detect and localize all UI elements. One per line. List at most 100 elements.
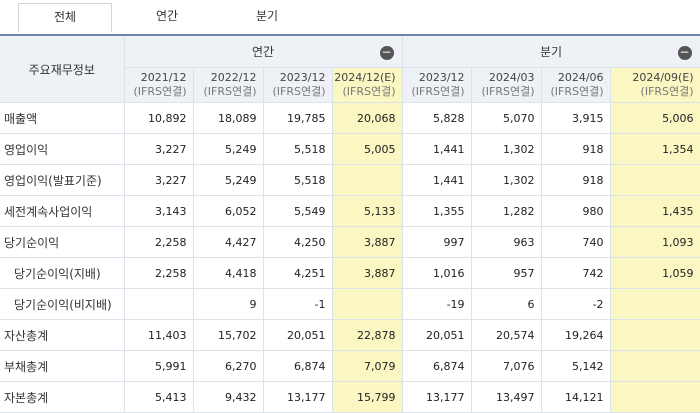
row-label[interactable]: 당기순이익(비지배) (0, 288, 125, 320)
table-cell: 5,413 (124, 381, 194, 413)
table-cell: 20,051 (402, 319, 472, 351)
table-cell: 1,441 (402, 133, 472, 165)
row-label[interactable]: 영업이익 (0, 133, 125, 165)
table-row: 당기순이익 2,258 4,427 4,250 3,887 997 963 740 1,093 (0, 226, 700, 258)
tab-quarterly[interactable]: 분기 (255, 9, 279, 23)
table-cell: -1 (263, 288, 333, 320)
table-cell: 918 (541, 133, 611, 165)
period-date: 2023/12 (279, 71, 326, 84)
table-cell (332, 164, 403, 196)
table-cell: 5,518 (263, 133, 333, 165)
period-standard: (IFRS연결) (550, 85, 604, 98)
table-cell: 5,005 (332, 133, 403, 165)
table-cell: 5,828 (402, 102, 472, 134)
table-cell: 1,093 (610, 226, 700, 258)
period-standard: (IFRS연결) (640, 85, 694, 98)
table-cell: 2,258 (124, 257, 194, 289)
table-cell: 3,887 (332, 257, 403, 289)
tab-underline (0, 34, 700, 36)
row-label[interactable]: 자본총계 (0, 381, 125, 413)
table-cell: 963 (471, 226, 542, 258)
table-cell: 1,302 (471, 133, 542, 165)
period-standard: (IFRS연결) (481, 85, 535, 98)
table-cell: 20,051 (263, 319, 333, 351)
table-cell: 15,799 (332, 381, 403, 413)
period-date: 2024/12(E) (334, 71, 396, 84)
table-cell: 7,076 (471, 350, 542, 382)
minus-circle-icon[interactable]: − (379, 45, 394, 60)
period-standard: (IFRS연결) (203, 85, 257, 98)
minus-circle-icon[interactable]: − (677, 45, 692, 60)
table-cell: 3,227 (124, 133, 194, 165)
table-row: 자본총계 5,413 9,432 13,177 15,799 13,177 13,497 14… (0, 381, 700, 413)
table-cell: 4,427 (193, 226, 264, 258)
period-date: 2022/12 (210, 71, 257, 84)
table-cell (332, 288, 403, 320)
table-cell: 4,250 (263, 226, 333, 258)
table-cell: 742 (541, 257, 611, 289)
tab-all[interactable]: 전체 (18, 3, 112, 32)
table-row: 자산총계 11,403 15,702 20,051 22,878 20,051 20,574… (0, 319, 700, 351)
table-row: 당기순이익(지배) 2,258 4,418 4,251 3,887 1,016 957 742… (0, 257, 700, 289)
table-cell: 13,177 (402, 381, 472, 413)
period-standard: (IFRS연결) (411, 85, 465, 98)
table-cell: 1,282 (471, 195, 542, 227)
period-date: 2023/12 (418, 71, 465, 84)
period-header: 2024/12(E) (IFRS연결) (332, 67, 403, 103)
tab-bar: 전체 연간 분기 (0, 0, 700, 36)
table-cell: 1,435 (610, 195, 700, 227)
table-cell: 5,142 (541, 350, 611, 382)
table-cell: 19,785 (263, 102, 333, 134)
period-standard: (IFRS연결) (342, 85, 396, 98)
row-label[interactable]: 당기순이익 (0, 226, 125, 258)
table-cell: 20,574 (471, 319, 542, 351)
table-cell: 20,068 (332, 102, 403, 134)
group-header-quarterly: 분기 − (402, 36, 700, 68)
table-cell (610, 164, 700, 196)
table-cell (610, 350, 700, 382)
table-cell: 5,249 (193, 164, 264, 196)
period-standard: (IFRS연결) (133, 85, 187, 98)
table-cell: 7,079 (332, 350, 403, 382)
table-cell: 1,302 (471, 164, 542, 196)
table-cell: 1,059 (610, 257, 700, 289)
table-cell: 5,991 (124, 350, 194, 382)
table-cell: 3,143 (124, 195, 194, 227)
period-header: 2024/09(E) (IFRS연결) (610, 67, 700, 103)
table-cell: 3,915 (541, 102, 611, 134)
table-cell: 5,249 (193, 133, 264, 165)
row-label[interactable]: 당기순이익(지배) (0, 257, 125, 289)
group-header-annual: 연간 − (124, 36, 403, 68)
table-cell: 918 (541, 164, 611, 196)
table-cell: 997 (402, 226, 472, 258)
table-row: 영업이익(발표기준) 3,227 5,249 5,518 1,441 1,302 918 (0, 164, 700, 196)
table-cell: 1,016 (402, 257, 472, 289)
table-cell: 13,177 (263, 381, 333, 413)
table-cell: 1,441 (402, 164, 472, 196)
table-cell: 5,133 (332, 195, 403, 227)
period-header: 2024/03 (IFRS연결) (471, 67, 542, 103)
table-cell: 4,251 (263, 257, 333, 289)
row-label[interactable]: 세전계속사업이익 (0, 195, 125, 227)
group-label: 분기 (540, 45, 563, 59)
row-label[interactable]: 부채총계 (0, 350, 125, 382)
period-header: 2024/06 (IFRS연결) (541, 67, 611, 103)
period-header: 2023/12 (IFRS연결) (263, 67, 333, 103)
row-label[interactable]: 영업이익(발표기준) (0, 164, 125, 196)
table-cell: 19,264 (541, 319, 611, 351)
table-row: 매출액 10,892 18,089 19,785 20,068 5,828 5,070 3,9… (0, 102, 700, 134)
table-cell: 6,874 (402, 350, 472, 382)
table-row: 당기순이익(비지배) 9 -1 -19 6 -2 (0, 288, 700, 320)
period-header: 2021/12 (IFRS연결) (124, 67, 194, 103)
row-label[interactable]: 매출액 (0, 102, 125, 134)
table-cell: 5,518 (263, 164, 333, 196)
table-cell: 6 (471, 288, 542, 320)
group-label: 연간 (251, 45, 275, 59)
table-row: 세전계속사업이익 3,143 6,052 5,549 5,133 1,355 1,282 98… (0, 195, 700, 227)
row-label[interactable]: 자산총계 (0, 319, 125, 351)
period-date: 2024/09(E) (632, 71, 694, 84)
tab-annual[interactable]: 연간 (155, 9, 179, 23)
table-row: 영업이익 3,227 5,249 5,518 5,005 1,441 1,302 918 1,3… (0, 133, 700, 165)
table-cell: -2 (541, 288, 611, 320)
table-cell: 22,878 (332, 319, 403, 351)
